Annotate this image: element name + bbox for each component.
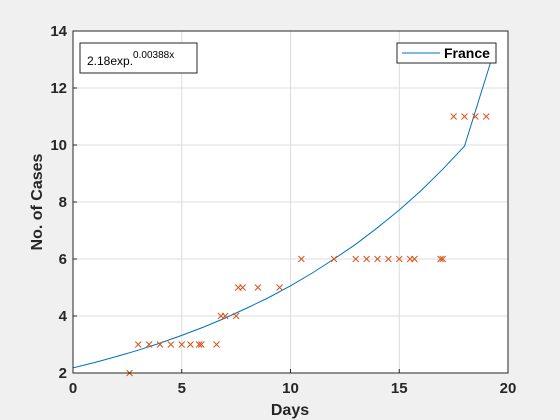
x-tick-label: 5 <box>178 380 186 397</box>
ticks: 0 5 10 15 20 2 4 6 8 10 12 14 <box>50 23 516 397</box>
x-tick-label: 0 <box>69 380 77 397</box>
x-tick-label: 20 <box>500 380 517 397</box>
data-point-stroke <box>276 284 283 291</box>
data-point <box>167 341 175 348</box>
grid <box>73 31 508 373</box>
data-point <box>450 113 457 120</box>
x-tick-label: 10 <box>282 380 299 397</box>
data-point-stroke <box>374 255 381 263</box>
data-point-stroke <box>352 255 360 263</box>
annotation-text: 2.18exp.0.00388x <box>87 50 174 68</box>
data-point-stroke <box>411 255 418 263</box>
data-point <box>385 255 392 263</box>
data-point-stroke <box>145 341 153 348</box>
data-point <box>363 255 370 263</box>
y-tick-label: 10 <box>50 137 67 154</box>
data-point-stroke <box>232 312 240 320</box>
data-point-stroke <box>461 113 468 120</box>
data-point <box>472 113 479 120</box>
data-point <box>482 113 490 120</box>
data-point-stroke <box>239 284 247 291</box>
series-line-france <box>72 62 492 369</box>
annotation-box: 2.18exp.0.00388x <box>79 42 198 74</box>
data-point <box>374 255 381 263</box>
data-point <box>395 255 403 263</box>
data-point <box>298 255 305 263</box>
data-point-stroke <box>213 341 220 348</box>
y-axis-label: No. of Cases <box>29 153 46 250</box>
y-tick-label: 12 <box>50 80 67 97</box>
data-point <box>195 341 203 348</box>
data-point-stroke <box>439 255 447 263</box>
data-point-stroke <box>450 113 457 120</box>
data-point-stroke <box>472 113 479 120</box>
data-point <box>232 312 240 320</box>
data-point-stroke <box>363 255 370 263</box>
data-point <box>213 341 220 348</box>
data-point-stroke <box>134 341 142 348</box>
x-tick-label: 15 <box>391 380 408 397</box>
y-tick-label: 14 <box>50 23 67 40</box>
data-point-stroke <box>178 341 186 348</box>
annotation-base: 2.18exp. <box>87 54 133 68</box>
data-point <box>254 284 262 291</box>
data-point <box>187 341 194 348</box>
legend-frame <box>396 42 497 64</box>
data-point <box>437 255 444 263</box>
annotation-frame <box>79 42 198 74</box>
data-point <box>352 255 360 263</box>
data-point-stroke <box>395 255 403 263</box>
data-point <box>239 284 247 291</box>
data-point-stroke <box>298 255 305 263</box>
data-point-stroke <box>195 341 203 348</box>
data-point-stroke <box>156 341 164 348</box>
annotation-exponent: 0.00388x <box>133 50 174 61</box>
data-point <box>156 341 164 348</box>
y-tick-label: 4 <box>59 308 68 325</box>
data-point <box>411 255 418 263</box>
data-point <box>461 113 468 120</box>
data-point-stroke <box>254 284 262 291</box>
data-point-stroke <box>482 113 490 120</box>
y-tick-label: 6 <box>59 251 67 268</box>
y-tick-label: 2 <box>59 365 67 382</box>
data-point <box>439 255 447 263</box>
data-point-stroke <box>167 341 175 348</box>
legend: France <box>396 42 497 64</box>
legend-label-france: France <box>444 45 490 61</box>
data-point <box>221 312 229 320</box>
data-point-stroke <box>385 255 392 263</box>
data-point <box>178 341 186 348</box>
data-point-stroke <box>330 255 338 263</box>
data-point <box>330 255 338 263</box>
y-tick-label: 8 <box>59 194 67 211</box>
data-point <box>197 341 205 348</box>
data-point-stroke <box>197 341 205 348</box>
data-point <box>134 341 142 348</box>
data-point-stroke <box>437 255 444 263</box>
x-axis-label: Days <box>271 402 309 419</box>
data-point <box>145 341 153 348</box>
data-point-stroke <box>221 312 229 320</box>
data-point <box>276 284 283 291</box>
data-point-stroke <box>187 341 194 348</box>
